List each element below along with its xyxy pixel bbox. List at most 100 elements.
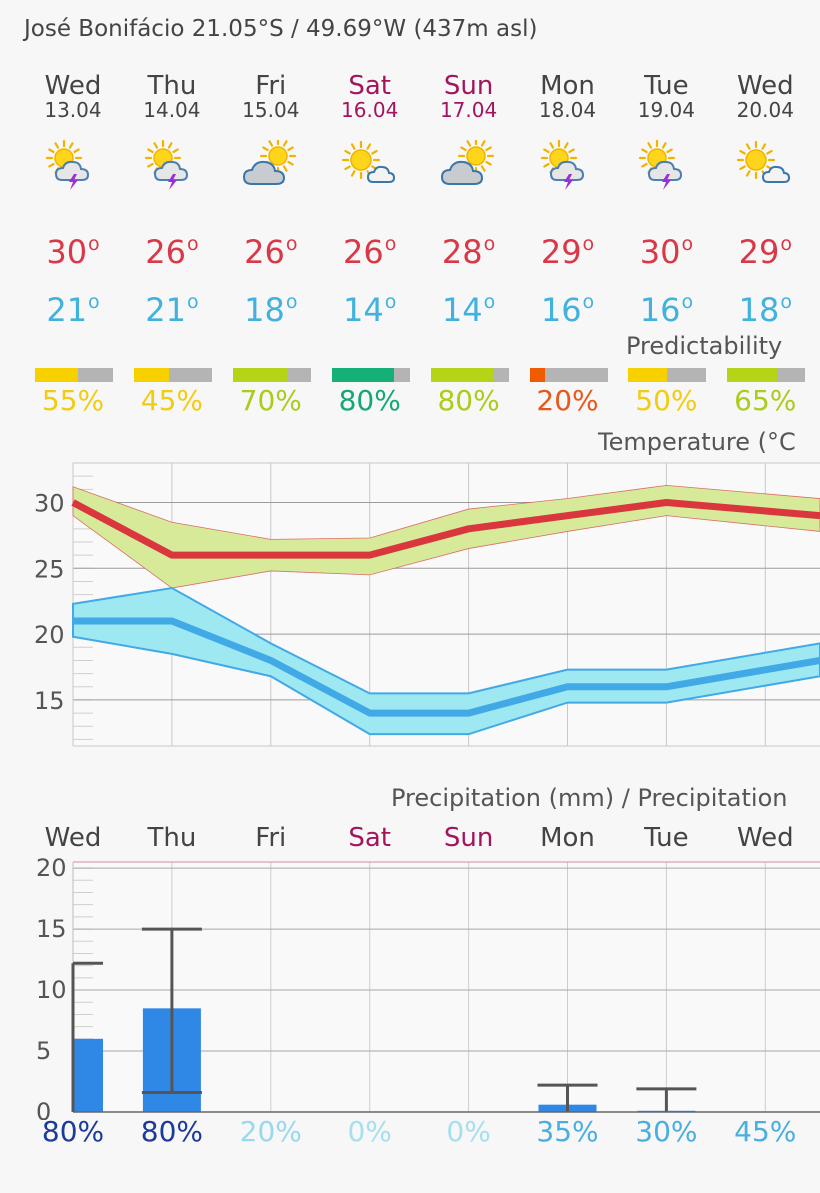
min-temperature-point [665,686,667,688]
max-temperature-point [567,515,568,517]
max-temperature-value: 26 [244,233,285,271]
min-temperature: 21o [124,284,220,328]
day-date: 15.04 [242,98,300,122]
day-column: Sat 16.04 [322,72,418,120]
min-temperature-point [72,620,74,622]
precipitation-tick-label: 0 [36,1098,51,1120]
day-name: Thu [147,71,197,101]
precipitation-bar [73,1038,103,1112]
min-temperature-line [73,617,820,717]
day-column: Wed 13.04 [25,72,121,120]
precipitation-probability: 80% [140,1115,203,1148]
day-date: 18.04 [538,98,597,122]
min-temperature-value: 18 [738,291,780,329]
predictability-bar [232,368,311,382]
precipitation-tick-label: 15 [36,915,67,943]
predictability-bar [529,368,608,382]
precipitation-probability: 45% [734,1115,797,1148]
predictability-percent: 45% [140,384,203,417]
max-temperature-value: 30 [46,233,88,271]
sun-cloud-thunderstorm-icon [42,139,104,192]
degree-sign: o [88,233,100,255]
degree-sign: o [483,233,496,255]
min-temperature-point [369,712,371,714]
day-name: Fri [255,71,287,101]
day-name: Wed [44,71,102,101]
degree-sign: o [582,291,595,313]
max-temperature-point [369,554,371,556]
temperature-tick-label: 25 [34,555,65,583]
min-temperature: 14o [421,284,517,328]
temperature-chart-title: Temperature (°C [598,428,796,456]
temperature-tick-label: 15 [34,687,65,715]
precipitation-day-label: Tue [644,823,689,853]
predictability-bar [430,368,509,382]
day-name: Sun [443,71,494,101]
predictability-bar [35,368,113,382]
max-temperature-value: 26 [343,233,384,271]
precipitation-chart-title: Precipitation (mm) / Precipitation [391,784,788,812]
max-temperature: 29o [717,226,813,270]
precipitation-tick-label: 5 [36,1037,51,1065]
sun-small-cloud-icon [339,140,401,192]
max-temperature-point [72,501,74,503]
degree-sign: o [186,291,199,313]
day-name: Wed [736,71,794,101]
max-temperature-point [665,501,667,503]
degree-sign: o [384,233,397,255]
max-temperature-point [171,554,173,556]
precipitation-day-label: Fri [255,823,287,853]
max-temperature: 29o [520,226,616,270]
predictability-bar-fill [232,368,288,382]
min-temperature: 21o [25,284,121,328]
degree-sign: o [681,291,694,313]
degree-sign: o [780,233,792,255]
sun-behind-cloud-icon [438,137,500,192]
min-temperature-point [270,659,272,661]
max-temperature: 26o [124,226,220,270]
precipitation-day-label: Thu [147,823,197,853]
max-temperature-value: 26 [145,233,186,271]
day-name: Sat [348,71,391,101]
min-temperature-point [468,712,470,714]
predictability-bar-fill [628,368,668,382]
max-temperature: 26o [223,226,319,270]
degree-sign: o [285,291,298,313]
temperature-tick-label: 30 [34,489,65,517]
max-temperature-point [270,554,272,556]
degree-sign: o [681,233,694,255]
precipitation-day-label: Wed [736,823,794,853]
degree-sign: o [582,233,595,255]
predictability-bar [727,368,806,382]
day-date: 19.04 [637,98,696,122]
day-name: Mon [540,71,595,101]
degree-sign: o [384,291,397,313]
predictability-bar-fill [35,368,78,382]
precipitation-day-label: Sun [443,823,494,853]
min-temperature: 16o [618,284,714,328]
min-temperature-value: 18 [244,291,285,329]
predictability-bar-fill [430,368,493,382]
predictability-bar [331,368,410,382]
max-temperature-value: 29 [540,233,582,271]
min-temperature: 18o [223,284,319,328]
sun-cloud-thunderstorm-icon [537,139,599,192]
precipitation-probability: 30% [635,1115,698,1148]
day-date: 14.04 [143,98,201,122]
min-temperature-value: 21 [145,291,186,329]
degree-sign: o [780,291,792,313]
max-temperature: 26o [322,226,418,270]
max-temperature: 30o [25,226,121,270]
day-column: Wed 20.04 [717,72,813,120]
min-temperature-value: 14 [441,291,483,329]
min-temperature-value: 16 [639,291,681,329]
day-column: Sun 17.04 [421,72,517,120]
predictability-bar [628,368,707,382]
min-temperature: 16o [520,284,616,328]
max-temperature-point [468,528,470,530]
predictability-percent: 80% [338,384,401,417]
predictability-percent: 70% [239,384,302,417]
degree-sign: o [483,291,496,313]
sun-cloud-thunderstorm-icon [635,139,697,192]
